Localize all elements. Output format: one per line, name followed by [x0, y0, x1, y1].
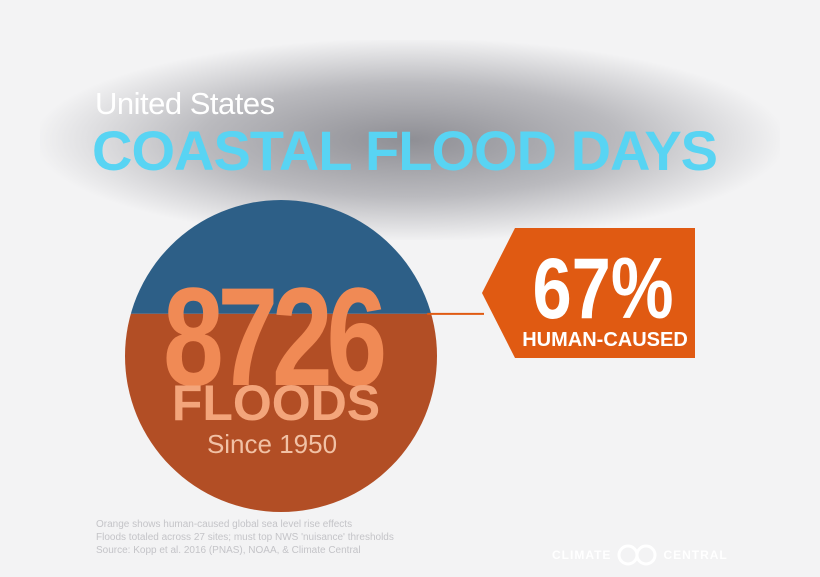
- page-title: COASTAL FLOOD DAYS: [92, 119, 718, 182]
- brand-left-text: CLIMATE: [552, 548, 612, 562]
- page-subtitle: United States: [95, 86, 275, 121]
- period-label: Since 1950: [207, 429, 337, 459]
- brand-logo: CLIMATE CENTRAL: [552, 544, 728, 566]
- human-caused-percent: 67%: [532, 240, 673, 336]
- footer-note: Floods totaled across 27 sites; must top…: [96, 532, 394, 543]
- brand-right-text: CENTRAL: [663, 548, 728, 562]
- floods-unit-label: FLOODS: [172, 375, 380, 431]
- human-caused-callout: [482, 228, 695, 358]
- title-backdrop: [40, 40, 780, 240]
- footer-source: Source: Kopp et al. 2016 (PNAS), NOAA, &…: [96, 545, 361, 556]
- total-floods-number: 8726: [163, 258, 384, 415]
- climate-central-logo-icon: [617, 544, 657, 566]
- footer-note: Orange shows human-caused global sea lev…: [96, 519, 353, 530]
- footer-notes: Orange shows human-caused global sea lev…: [96, 518, 394, 557]
- human-caused-label: HUMAN-CAUSED: [522, 329, 688, 351]
